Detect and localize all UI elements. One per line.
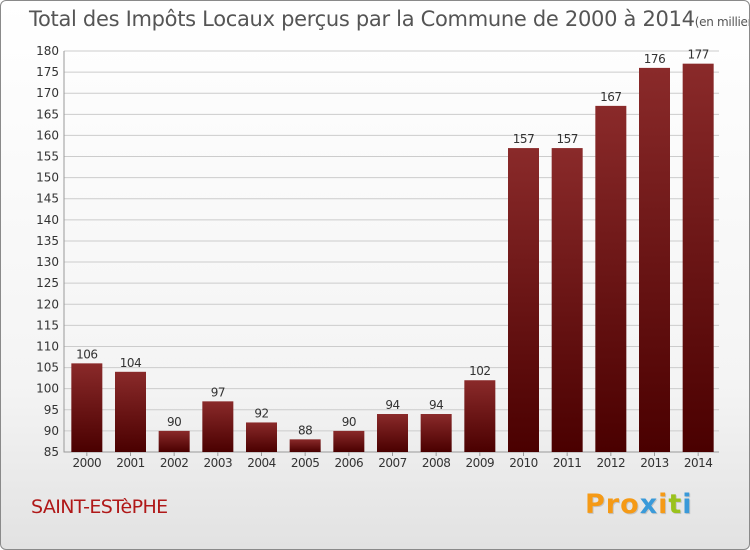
bar-2002 — [158, 430, 190, 452]
unit-label: (en milliers d'€) — [694, 15, 749, 29]
title-text: Total des Impôts Locaux perçus par la Co… — [29, 7, 695, 31]
axis-line — [63, 51, 719, 453]
brand-letter: o — [620, 489, 640, 520]
bar-value-label: 88 — [298, 423, 312, 437]
y-tick-label: 155 — [36, 150, 59, 164]
bar-value-label: 94 — [385, 398, 399, 412]
x-tick-label: 2000 — [73, 456, 102, 470]
y-tick-label: 140 — [36, 213, 59, 227]
x-tick-label: 2010 — [509, 456, 538, 470]
x-tick-label: 2002 — [160, 456, 189, 470]
y-tick-label: 125 — [36, 276, 59, 290]
y-tick-label: 180 — [36, 44, 59, 58]
y-tick-label: 85 — [44, 445, 59, 459]
bar-2010 — [508, 148, 539, 452]
y-tick-label: 110 — [36, 339, 59, 353]
brand-logo: Proxiti — [585, 489, 693, 520]
bar-2007 — [377, 414, 408, 452]
bar-value-label: 157 — [556, 132, 577, 146]
bar-value-label: 90 — [167, 415, 181, 429]
y-tick-label: 165 — [36, 107, 59, 121]
bar-2011 — [551, 148, 583, 452]
brand-letter: t — [668, 489, 683, 520]
brand-letter: P — [585, 489, 606, 520]
bar-2004 — [246, 422, 277, 452]
brand-letter: x — [639, 489, 659, 520]
y-tick-label: 120 — [36, 297, 59, 311]
x-tick-label: 2008 — [422, 456, 451, 470]
x-tick-label: 2006 — [335, 456, 364, 470]
y-tick-label: 135 — [36, 234, 59, 248]
x-tick-label: 2003 — [204, 456, 233, 470]
x-tick-label: 2012 — [597, 456, 626, 470]
bar-2001 — [115, 371, 146, 452]
bar-2000 — [71, 363, 103, 452]
y-tick-label: 160 — [36, 128, 59, 142]
y-tick-label: 130 — [36, 255, 59, 269]
bar-2014 — [682, 63, 714, 453]
x-tick-label: 2007 — [378, 456, 407, 470]
bar-value-label: 177 — [687, 48, 708, 62]
bar-value-label: 92 — [254, 406, 268, 420]
brand-letter: i — [682, 489, 693, 520]
bar-2003 — [202, 401, 234, 452]
x-tick-label: 2014 — [684, 456, 713, 470]
brand-letter: r — [605, 489, 621, 520]
y-tick-label: 145 — [36, 192, 59, 206]
bar-2008 — [420, 414, 452, 452]
x-tick-label: 2005 — [291, 456, 320, 470]
bar-value-label: 102 — [469, 364, 490, 378]
y-tick-label: 175 — [36, 65, 59, 79]
y-tick-label: 100 — [36, 382, 59, 396]
bar-2013 — [639, 67, 670, 452]
x-tick-label: 2009 — [466, 456, 495, 470]
x-tick-label: 2011 — [553, 456, 582, 470]
bars: 106 104 90 97 92 88 90 94 94 102 157 157 167 176 177 — [71, 48, 714, 453]
bar-value-label: 104 — [120, 356, 141, 370]
commune-name: SAINT-ESTèPHE — [31, 496, 168, 518]
x-tick-label: 2013 — [640, 456, 669, 470]
brand-letter: i — [658, 489, 669, 520]
x-tick-label: 2001 — [116, 456, 145, 470]
x-axis: 2000 2001 2002 2003 2004 2005 2006 2007 2008 2009… — [73, 452, 713, 470]
bar-2006 — [333, 430, 365, 452]
x-tick-label: 2004 — [247, 456, 276, 470]
bar-value-label: 106 — [76, 347, 97, 361]
y-tick-label: 170 — [36, 86, 59, 100]
bar-value-label: 97 — [211, 385, 225, 399]
bar-value-label: 157 — [513, 132, 534, 146]
y-tick-label: 150 — [36, 171, 59, 185]
y-tick-label: 105 — [36, 361, 59, 375]
bar-value-label: 94 — [429, 398, 443, 412]
bar-2012 — [595, 105, 627, 452]
bar-2005 — [289, 439, 321, 452]
y-tick-label: 90 — [44, 424, 59, 438]
y-tick-label: 115 — [36, 318, 59, 332]
bar-value-label: 90 — [342, 415, 356, 429]
bar-value-label: 167 — [600, 90, 621, 104]
y-axis: 85 90 95 100 105 110 115 120 125 130 135 140 145 150 1… — [36, 44, 59, 459]
bar-value-label: 176 — [644, 52, 665, 66]
y-tick-label: 95 — [44, 403, 59, 417]
chart-title: Total des Impôts Locaux perçus par la Co… — [29, 7, 749, 31]
bar-2009 — [464, 380, 496, 452]
